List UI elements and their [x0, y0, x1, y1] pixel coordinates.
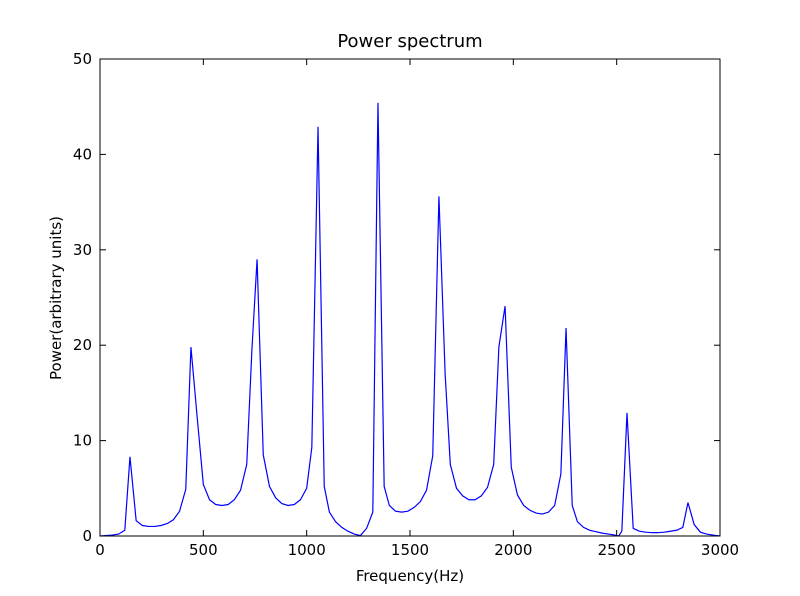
y-tick-label: 50	[73, 50, 92, 68]
x-tick-label: 3000	[701, 541, 739, 559]
chart-title: Power spectrum	[337, 31, 482, 52]
y-tick-label: 20	[73, 336, 92, 354]
x-tick-label: 0	[95, 541, 105, 559]
y-tick-label: 40	[73, 145, 92, 163]
x-tick-label: 500	[189, 541, 218, 559]
y-axis-label: Power(arbitrary units)	[47, 216, 65, 380]
y-tick-label: 0	[82, 527, 92, 545]
x-axis-label: Frequency(Hz)	[356, 567, 464, 585]
x-tick-label: 2000	[494, 541, 532, 559]
y-tick-label: 10	[73, 432, 92, 450]
x-tick-label: 1000	[288, 541, 326, 559]
y-tick-label: 30	[73, 241, 92, 259]
x-tick-label: 2500	[598, 541, 636, 559]
x-tick-label: 1500	[391, 541, 429, 559]
